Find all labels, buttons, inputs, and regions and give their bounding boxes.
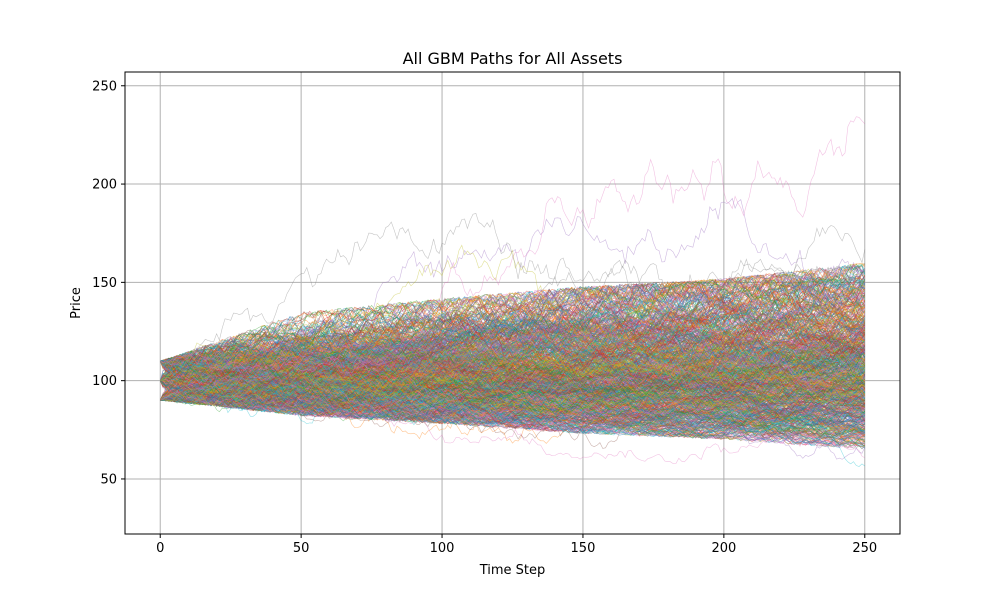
gbm-path-line (160, 285, 865, 367)
gbm-path-line (160, 384, 866, 425)
gbm-path-line (159, 341, 865, 414)
y-tick-label: 50 (100, 472, 117, 487)
axis-ticks: 0 50 100 150 200 250 50 100 150 200 250 (92, 79, 877, 556)
gbm-path-line (160, 353, 865, 415)
gbm-path-line (160, 264, 866, 403)
x-tick-label: 250 (852, 541, 877, 556)
gbm-path-line (159, 360, 866, 445)
x-tick-label: 0 (156, 541, 164, 556)
gbm-path-line (160, 372, 866, 429)
gbm-path-line (159, 376, 865, 419)
gbm-path-line (159, 284, 866, 403)
gbm-path-line (159, 300, 866, 411)
gbm-path-line (160, 270, 866, 377)
gbm-path-line (160, 281, 866, 367)
gbm-path-line (160, 349, 865, 408)
x-tick-label: 50 (293, 541, 310, 556)
y-axis-label: Price (69, 287, 84, 319)
gbm-path-line (160, 366, 866, 444)
plot-frame (124, 71, 901, 535)
gbm-path-line (160, 360, 865, 418)
gbm-path-line (159, 355, 866, 448)
chart-title: All GBM Paths for All Assets (403, 49, 623, 68)
gbm-path-line (160, 279, 866, 404)
y-tick-label: 100 (92, 374, 117, 389)
gbm-path-line (160, 340, 865, 428)
y-tick-label: 150 (92, 276, 117, 291)
x-tick-label: 100 (430, 541, 455, 556)
gbm-path-line (159, 283, 865, 367)
gbm-path-line (160, 312, 865, 391)
gbm-path-line (160, 353, 865, 412)
gbm-paths (159, 116, 866, 467)
gbm-path-line (159, 341, 866, 413)
gbm-path-line (159, 319, 865, 386)
gbm-path-line (160, 311, 866, 391)
gbm-path-line (159, 323, 865, 401)
gbm-path-line (160, 282, 865, 366)
x-axis-label: Time Step (479, 563, 546, 578)
gbm-path-line (160, 352, 865, 449)
gbm-path-line (160, 350, 865, 402)
gbm-path-line (160, 264, 865, 385)
gbm-path-line (160, 367, 866, 423)
x-tick-label: 150 (571, 541, 596, 556)
gbm-path-line (159, 389, 865, 441)
gbm-path-line (159, 325, 865, 405)
gbm-path-line (159, 358, 865, 412)
gbm-path-line (160, 289, 865, 375)
gbm-path-line (160, 301, 866, 377)
y-tick-label: 200 (92, 178, 117, 193)
gbm-path-line (160, 328, 865, 410)
gbm-path-line (160, 361, 865, 444)
gbm-path-line (159, 332, 865, 390)
x-tick-label: 200 (711, 541, 736, 556)
gbm-path-line (160, 268, 865, 391)
gbm-path-line (160, 370, 865, 424)
y-tick-label: 250 (92, 79, 117, 94)
gbm-path-line (160, 213, 866, 382)
